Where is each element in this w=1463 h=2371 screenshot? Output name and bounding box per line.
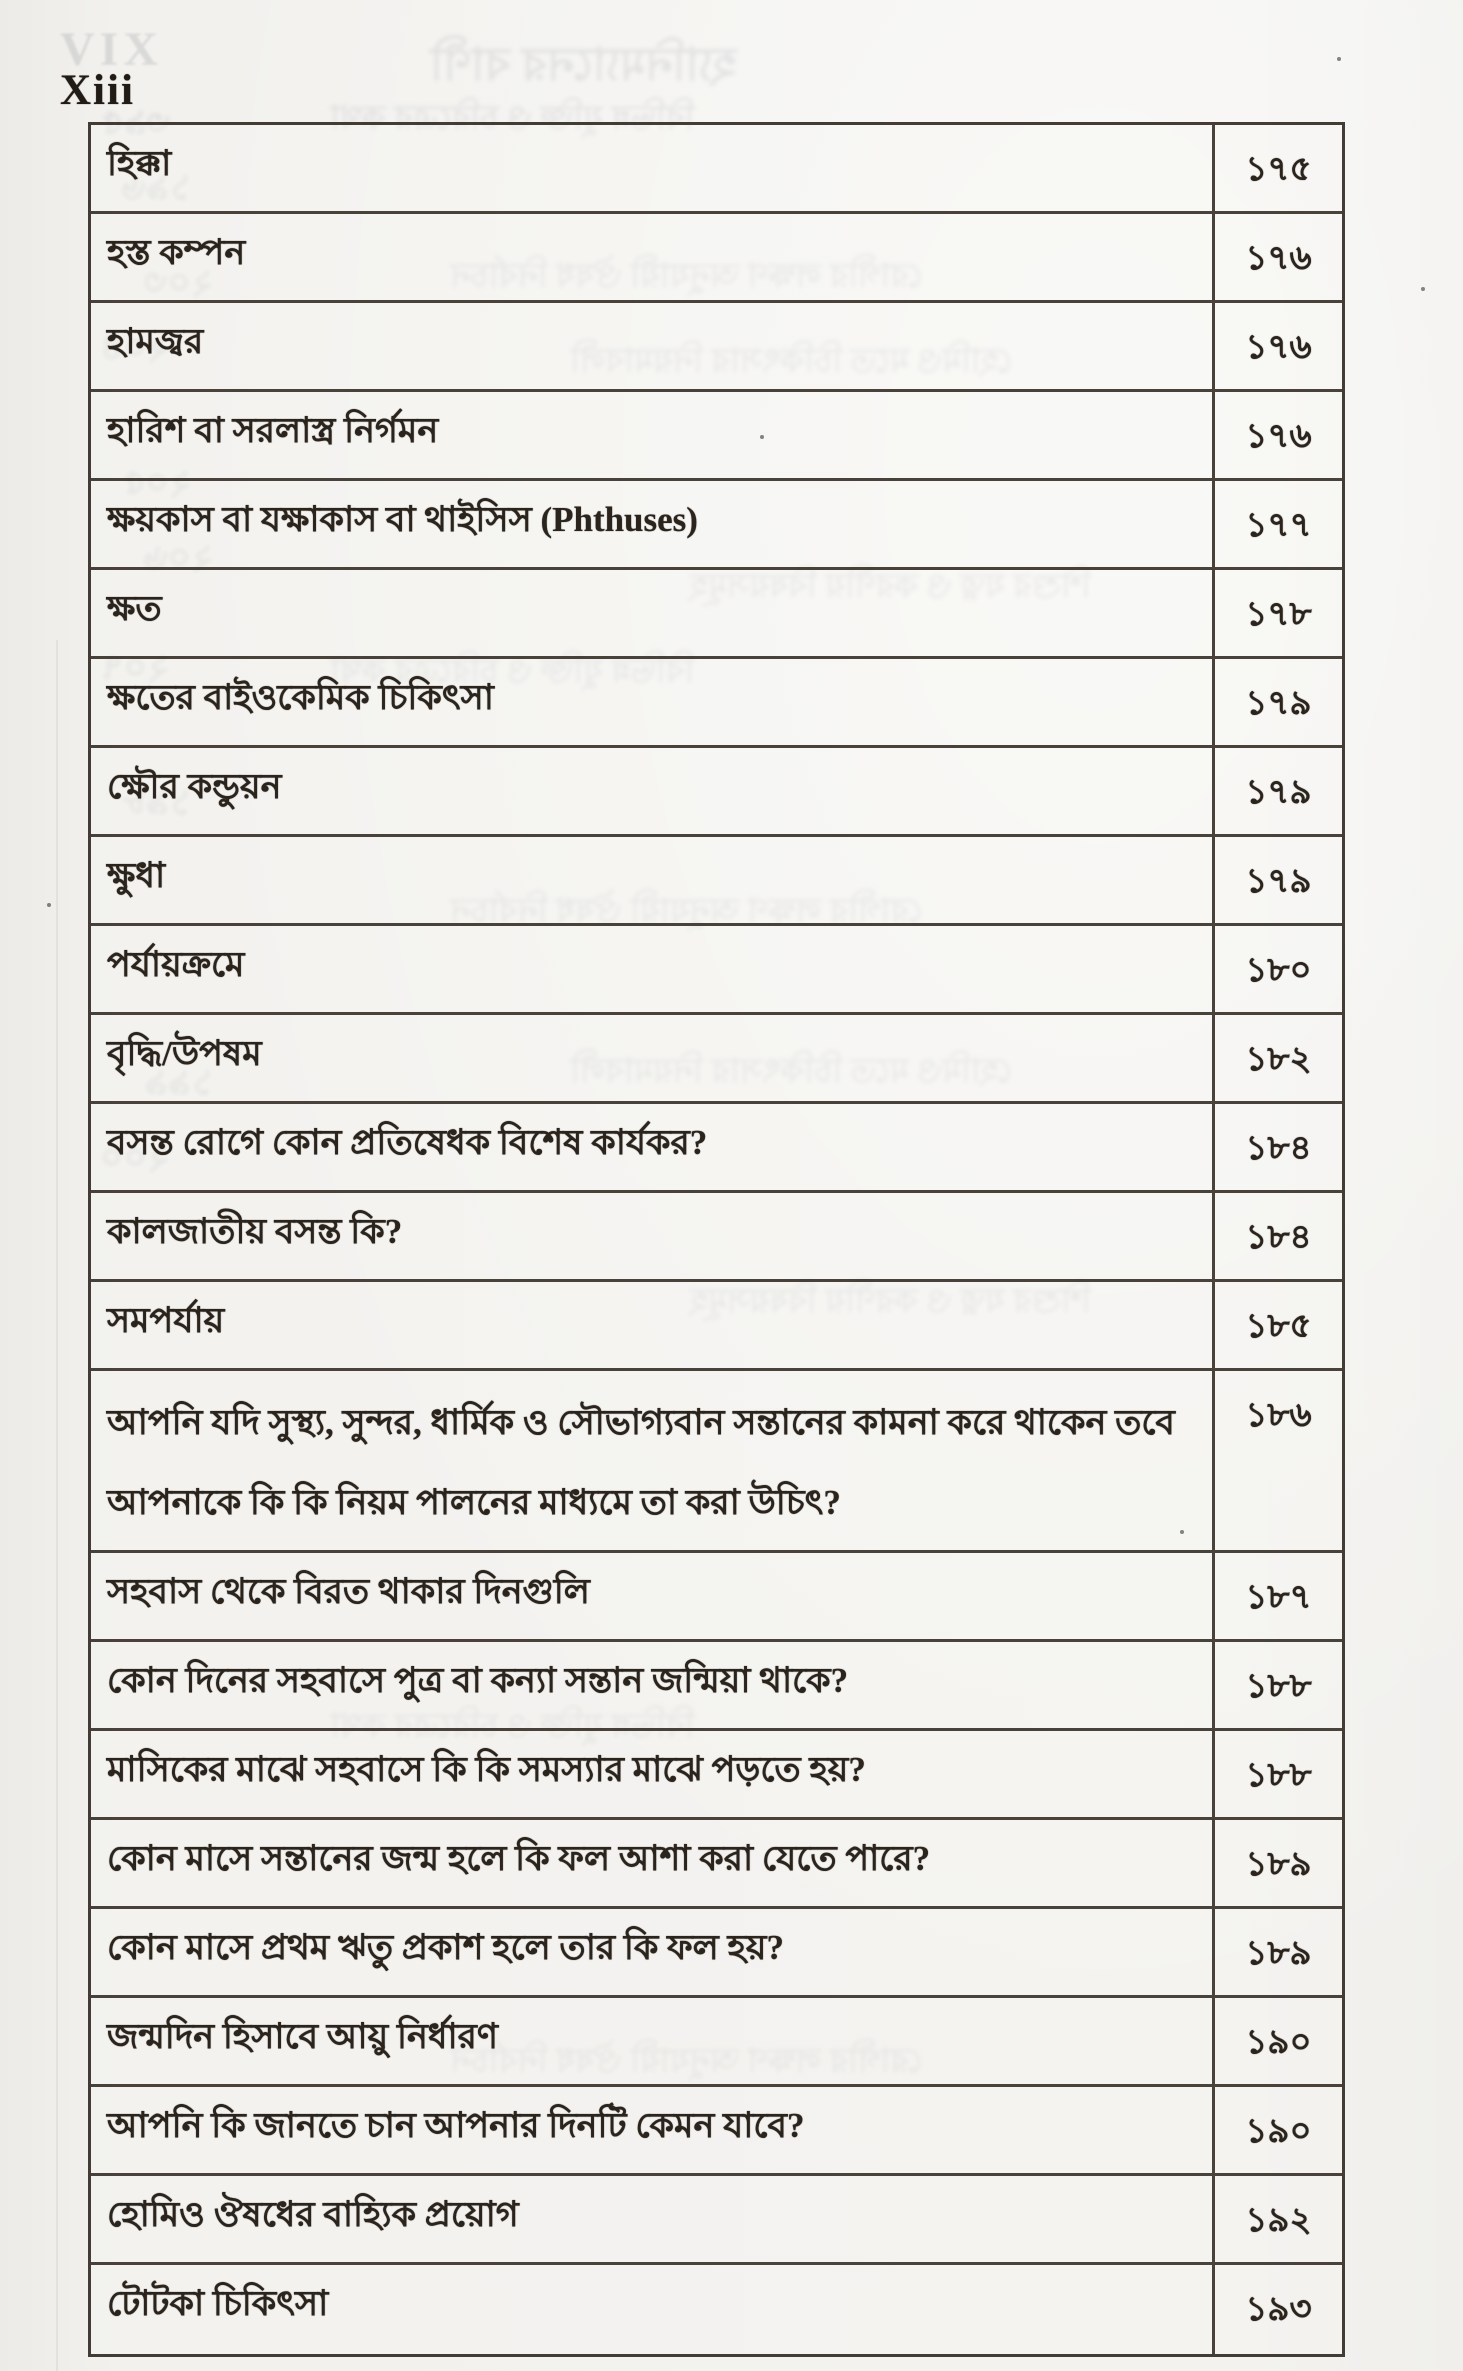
entry-page: ১৮০ (1212, 926, 1342, 1012)
entry-page: ১৭৬ (1212, 214, 1342, 300)
table-row: সহবাস থেকে বিরত থাকার দিনগুলি ১৮৭ (91, 1553, 1342, 1642)
entry-title: আপনি কি জানতে চান আপনার দিনটি কেমন যাবে? (107, 2106, 805, 2145)
entry-page: ১৯৩ (1212, 2265, 1342, 2354)
entry-title: বৃদ্ধি/উপষম (107, 1034, 262, 1073)
entry-title: বসন্ত রোগে কোন প্রতিষেধক বিশেষ কার্যকর? (107, 1123, 708, 1162)
entry-page: ১৮৪ (1212, 1193, 1342, 1279)
entry-title: ক্ষয়কাস বা যক্ষাকাস বা থাইসিস (Phthuses… (107, 500, 698, 539)
entry-title: ক্ষতের বাইওকেমিক চিকিৎসা (107, 678, 494, 717)
entry-title: হস্ত কম্পন (107, 233, 246, 272)
folio-bleedthrough: VIX (60, 23, 164, 76)
table-row: বসন্ত রোগে কোন প্রতিষেধক বিশেষ কার্যকর? … (91, 1104, 1342, 1193)
entry-title: কোন মাসে প্রথম ঋতু প্রকাশ হলে তার কি ফল … (107, 1928, 785, 1967)
entry-page: ১৮২ (1212, 1015, 1342, 1101)
scan-speck (1421, 287, 1425, 291)
table-row: টোটকা চিকিৎসা ১৯৩ (91, 2265, 1342, 2354)
scan-speck (1337, 57, 1341, 61)
table-row: হিক্কা ১৭৫ (91, 125, 1342, 214)
entry-page: ১৮৯ (1212, 1909, 1342, 1995)
table-row: হস্ত কম্পন ১৭৬ (91, 214, 1342, 303)
table-row: বৃদ্ধি/উপষম ১৮২ (91, 1015, 1342, 1104)
table-row: আপনি কি জানতে চান আপনার দিনটি কেমন যাবে?… (91, 2087, 1342, 2176)
entry-page: ১৭৯ (1212, 748, 1342, 834)
entry-page: ১৯০ (1212, 2087, 1342, 2173)
entry-page: ১৭৭ (1212, 481, 1342, 567)
table-row: হামজ্বর ১৭৬ (91, 303, 1342, 392)
entry-page: ১৯০ (1212, 1998, 1342, 2084)
table-row: মাসিকের মাঝে সহবাসে কি কি সমস্যার মাঝে প… (91, 1731, 1342, 1820)
entry-page: ১৯২ (1212, 2176, 1342, 2262)
entry-title: আপনি যদি সুস্থ্য, সুন্দর, ধার্মিক ও সৌভা… (107, 1403, 1175, 1522)
entry-page: ১৮৪ (1212, 1104, 1342, 1190)
table-row: কোন দিনের সহবাসে পুত্র বা কন্যা সন্তান জ… (91, 1642, 1342, 1731)
entry-title: মাসিকের মাঝে সহবাসে কি কি সমস্যার মাঝে প… (107, 1750, 866, 1789)
table-row: কালজাতীয় বসন্ত কি? ১৮৪ (91, 1193, 1342, 1282)
entry-title: কালজাতীয় বসন্ত কি? (107, 1212, 403, 1251)
entry-title: কোন মাসে সন্তানের জন্ম হলে কি ফল আশা করা… (107, 1839, 931, 1878)
entry-page: ১৮৮ (1212, 1642, 1342, 1728)
entry-title: ক্ষৌর কন্ডুয়ন (107, 767, 282, 806)
table-row: ক্ষুধা ১৭৯ (91, 837, 1342, 926)
entry-page: ১৮৬ (1212, 1371, 1342, 1550)
entry-title: হারিশ বা সরলাস্ত্র নির্গমন (107, 411, 439, 450)
entry-page: ১৭৮ (1212, 570, 1342, 656)
table-row: সমপর্যায় ১৮৫ (91, 1282, 1342, 1371)
table-row: জন্মদিন হিসাবে আয়ু নির্ধারণ ১৯০ (91, 1998, 1342, 2087)
entry-page: ১৭৯ (1212, 659, 1342, 745)
entry-title: পর্যায়ক্রমে (107, 945, 245, 984)
table-row: ক্ষয়কাস বা যক্ষাকাস বা থাইসিস (Phthuses… (91, 481, 1342, 570)
scan-speck (1180, 1530, 1184, 1534)
table-row: ক্ষতের বাইওকেমিক চিকিৎসা ১৭৯ (91, 659, 1342, 748)
entry-page: ১৭৬ (1212, 392, 1342, 478)
entry-title: কোন দিনের সহবাসে পুত্র বা কন্যা সন্তান জ… (107, 1661, 849, 1700)
scan-speck (760, 435, 764, 439)
entry-title: হোমিও ঔষধের বাহ্যিক প্রয়োগ (107, 2195, 519, 2234)
scan-speck (47, 903, 51, 907)
table-row: ক্ষৌর কন্ডুয়ন ১৭৯ (91, 748, 1342, 837)
entry-page: ১৭৯ (1212, 837, 1342, 923)
entry-page: ১৭৫ (1212, 125, 1342, 211)
entry-page: ১৮৯ (1212, 1820, 1342, 1906)
ghost-bleed-text: হ্যানিম্যানের বাণী (430, 39, 737, 90)
table-row: পর্যায়ক্রমে ১৮০ (91, 926, 1342, 1015)
table-row: হারিশ বা সরলাস্ত্র নির্গমন ১৭৬ (91, 392, 1342, 481)
folio-label: Xiii (60, 67, 135, 114)
entry-title: ক্ষুধা (107, 856, 166, 895)
entry-title: ক্ষত (107, 589, 162, 628)
table-row: হোমিও ঔষধের বাহ্যিক প্রয়োগ ১৯২ (91, 2176, 1342, 2265)
entry-title: জন্মদিন হিসাবে আয়ু নির্ধারণ (107, 2017, 499, 2056)
entry-page: ১৮৮ (1212, 1731, 1342, 1817)
table-row: কোন মাসে সন্তানের জন্ম হলে কি ফল আশা করা… (91, 1820, 1342, 1909)
toc-table: হিক্কা ১৭৫ হস্ত কম্পন ১৭৬ হামজ্বর ১৭৬ হা… (88, 122, 1345, 2357)
table-row: কোন মাসে প্রথম ঋতু প্রকাশ হলে তার কি ফল … (91, 1909, 1342, 1998)
table-row: ক্ষত ১৭৮ (91, 570, 1342, 659)
entry-page: ১৮৭ (1212, 1553, 1342, 1639)
entry-title: হামজ্বর (107, 322, 204, 361)
table-row: আপনি যদি সুস্থ্য, সুন্দর, ধার্মিক ও সৌভা… (91, 1371, 1342, 1553)
entry-title: সমপর্যায় (107, 1301, 225, 1340)
entry-title: টোটকা চিকিৎসা (107, 2284, 329, 2323)
entry-page: ১৮৫ (1212, 1282, 1342, 1368)
entry-title: হিক্কা (107, 144, 172, 183)
entry-page: ১৭৬ (1212, 303, 1342, 389)
entry-title: সহবাস থেকে বিরত থাকার দিনগুলি (107, 1572, 590, 1611)
